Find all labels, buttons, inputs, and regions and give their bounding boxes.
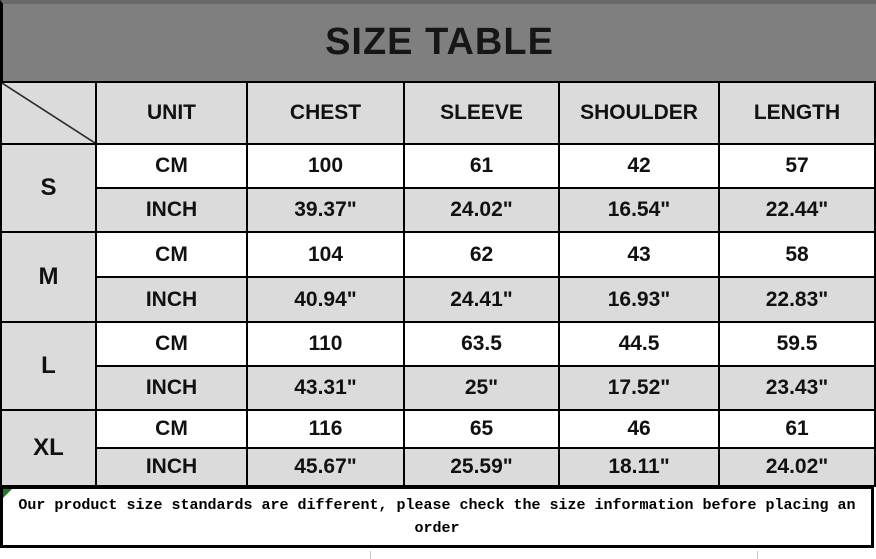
- table-cell: 110: [246, 321, 405, 367]
- table-cell: 24.02": [403, 187, 560, 233]
- table-cell: 22.83": [718, 276, 876, 323]
- table-cell: 42: [558, 143, 720, 189]
- size-label-xl: XL: [0, 409, 97, 487]
- table-cell: 100: [246, 143, 405, 189]
- unit-cell: CM: [95, 143, 248, 189]
- table-cell: 45.67": [246, 447, 405, 487]
- table-cell: 44.5: [558, 321, 720, 367]
- table-cell: 18.11": [558, 447, 720, 487]
- title-bar: SIZE TABLE: [0, 0, 876, 81]
- table-row-s-cm: S CM 100 61 42 57: [0, 143, 876, 233]
- table-row-xl-inch: INCH 45.67" 25.59" 18.11" 24.02": [1, 447, 876, 487]
- corner-cell: [0, 81, 97, 145]
- table-cell: 63.5: [403, 321, 560, 367]
- unit-cell: INCH: [95, 447, 248, 487]
- unit-cell: CM: [95, 321, 248, 367]
- table-cell: 23.43": [718, 365, 876, 411]
- table-cell: 62: [403, 231, 560, 278]
- table-cell: 25": [403, 365, 560, 411]
- table-cell: 43.31": [246, 365, 405, 411]
- table-cell: 39.37": [246, 187, 405, 233]
- table-row-l-inch: INCH 43.31" 25" 17.52" 23.43": [1, 365, 876, 411]
- table-row-m-cm: M CM 104 62 43 58: [0, 231, 876, 323]
- table-cell: 16.54": [558, 187, 720, 233]
- column-header-shoulder: SHOULDER: [558, 81, 720, 145]
- table-cell: 40.94": [246, 276, 405, 323]
- unit-cell: CM: [95, 231, 248, 278]
- column-header-sleeve: SLEEVE: [403, 81, 560, 145]
- size-label-s: S: [0, 143, 97, 233]
- table-cell: 59.5: [718, 321, 876, 367]
- table-cell: 22.44": [718, 187, 876, 233]
- table-cell: 16.93": [558, 276, 720, 323]
- gridline-stub: [757, 551, 758, 559]
- gridline-stub: [370, 551, 371, 559]
- footer-note: Our product size standards are different…: [0, 487, 874, 548]
- table-cell: 116: [246, 409, 405, 449]
- unit-cell: CM: [95, 409, 248, 449]
- table-cell: 104: [246, 231, 405, 278]
- column-header-length: LENGTH: [718, 81, 876, 145]
- unit-cell: INCH: [95, 276, 248, 323]
- column-header-chest: CHEST: [246, 81, 405, 145]
- table-cell: 57: [718, 143, 876, 189]
- table-cell: 25.59": [403, 447, 560, 487]
- size-label-m: M: [0, 231, 97, 323]
- unit-cell: INCH: [95, 365, 248, 411]
- size-label-l: L: [0, 321, 97, 411]
- unit-cell: INCH: [95, 187, 248, 233]
- page-title: SIZE TABLE: [325, 21, 554, 63]
- footer-note-text: Our product size standards are different…: [18, 496, 856, 537]
- table-row-s-inch: INCH 39.37" 24.02" 16.54" 22.44": [1, 187, 876, 233]
- table-row-l-cm: L CM 110 63.5 44.5 59.5: [0, 321, 876, 411]
- size-table: UNIT CHEST SLEEVE SHOULDER LENGTH S CM 1…: [0, 81, 876, 487]
- table-cell: 61: [403, 143, 560, 189]
- error-indicator-icon: [3, 489, 12, 498]
- table-cell: 65: [403, 409, 560, 449]
- header-row: UNIT CHEST SLEEVE SHOULDER LENGTH: [0, 81, 876, 145]
- table-cell: 58: [718, 231, 876, 278]
- table-cell: 43: [558, 231, 720, 278]
- table-row-xl-cm: XL CM 116 65 46 61: [0, 409, 876, 487]
- table-cell: 24.41": [403, 276, 560, 323]
- table-row-m-inch: INCH 40.94" 24.41" 16.93" 22.83": [1, 276, 876, 323]
- table-cell: 61: [718, 409, 876, 449]
- table-cell: 24.02": [718, 447, 876, 487]
- table-cell: 17.52": [558, 365, 720, 411]
- table-cell: 46: [558, 409, 720, 449]
- column-header-unit: UNIT: [95, 81, 248, 145]
- diagonal-divider-icon: [2, 83, 95, 143]
